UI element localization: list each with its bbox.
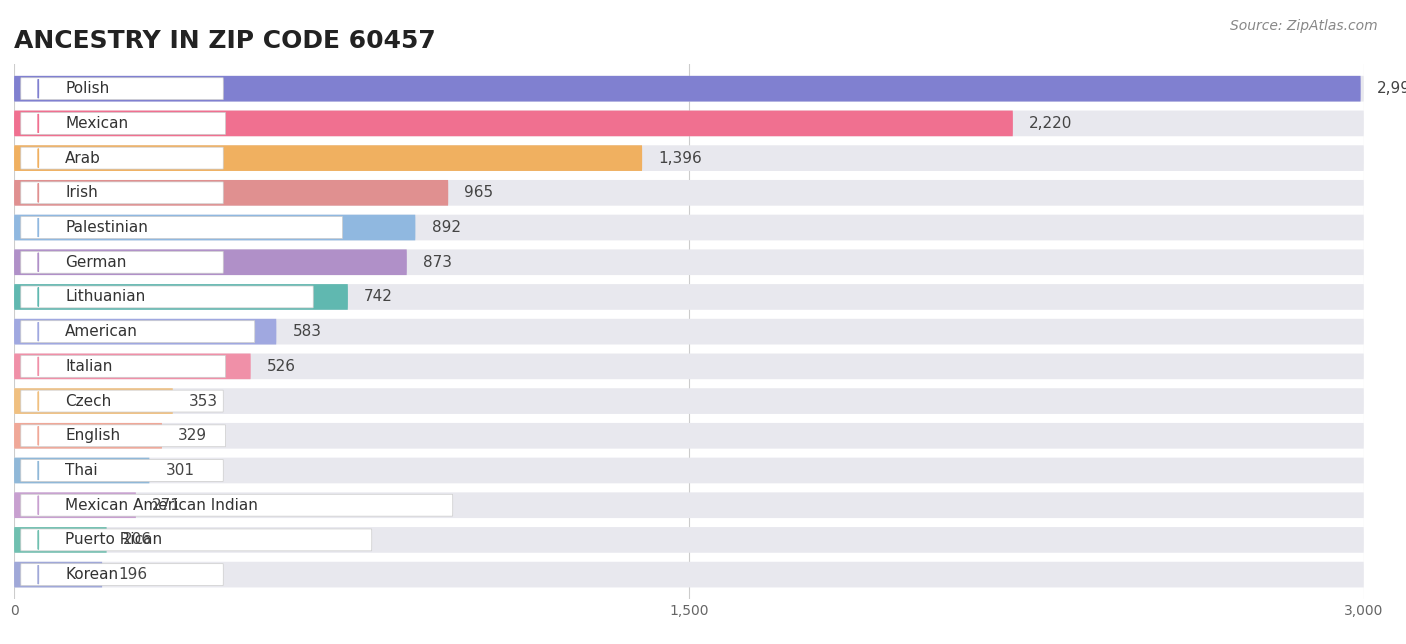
FancyBboxPatch shape (14, 388, 1364, 414)
FancyBboxPatch shape (14, 354, 250, 379)
Text: Polish: Polish (65, 81, 110, 96)
FancyBboxPatch shape (21, 78, 224, 100)
FancyBboxPatch shape (14, 111, 1364, 137)
FancyBboxPatch shape (14, 111, 1012, 137)
FancyBboxPatch shape (14, 423, 162, 449)
Text: German: German (65, 255, 127, 270)
Text: 892: 892 (432, 220, 461, 235)
Text: Korean: Korean (65, 567, 118, 582)
Text: 196: 196 (118, 567, 148, 582)
FancyBboxPatch shape (14, 527, 107, 553)
Text: 2,993: 2,993 (1376, 81, 1406, 96)
FancyBboxPatch shape (21, 529, 371, 551)
FancyBboxPatch shape (14, 214, 415, 240)
Text: 206: 206 (122, 533, 152, 547)
FancyBboxPatch shape (21, 251, 224, 273)
Text: 1,396: 1,396 (658, 151, 702, 166)
FancyBboxPatch shape (21, 216, 343, 238)
FancyBboxPatch shape (14, 180, 1364, 205)
Text: 301: 301 (166, 463, 194, 478)
FancyBboxPatch shape (14, 493, 1364, 518)
Text: Mexican American Indian: Mexican American Indian (65, 498, 259, 513)
Text: 742: 742 (364, 289, 392, 305)
FancyBboxPatch shape (14, 423, 1364, 449)
Text: Czech: Czech (65, 393, 111, 408)
FancyBboxPatch shape (14, 319, 277, 345)
FancyBboxPatch shape (14, 354, 1364, 379)
FancyBboxPatch shape (21, 113, 225, 135)
Text: 329: 329 (179, 428, 208, 443)
FancyBboxPatch shape (21, 355, 225, 377)
FancyBboxPatch shape (21, 182, 224, 204)
FancyBboxPatch shape (14, 562, 103, 587)
FancyBboxPatch shape (14, 76, 1361, 102)
Text: Italian: Italian (65, 359, 112, 374)
FancyBboxPatch shape (14, 76, 1364, 102)
FancyBboxPatch shape (14, 146, 1364, 171)
FancyBboxPatch shape (21, 425, 225, 447)
FancyBboxPatch shape (21, 286, 314, 308)
FancyBboxPatch shape (21, 147, 224, 169)
Text: Arab: Arab (65, 151, 101, 166)
FancyBboxPatch shape (14, 562, 1364, 587)
Text: Thai: Thai (65, 463, 98, 478)
Text: Lithuanian: Lithuanian (65, 289, 146, 305)
FancyBboxPatch shape (14, 527, 1364, 553)
FancyBboxPatch shape (21, 564, 224, 585)
FancyBboxPatch shape (14, 493, 136, 518)
FancyBboxPatch shape (14, 388, 173, 414)
Text: 965: 965 (464, 185, 494, 200)
FancyBboxPatch shape (14, 146, 643, 171)
FancyBboxPatch shape (14, 458, 149, 484)
FancyBboxPatch shape (14, 458, 1364, 484)
Text: 583: 583 (292, 324, 322, 339)
Text: 2,220: 2,220 (1029, 116, 1073, 131)
FancyBboxPatch shape (14, 249, 406, 275)
Text: 353: 353 (188, 393, 218, 408)
Text: Source: ZipAtlas.com: Source: ZipAtlas.com (1230, 19, 1378, 33)
Text: Palestinian: Palestinian (65, 220, 148, 235)
Text: Puerto Rican: Puerto Rican (65, 533, 163, 547)
Text: American: American (65, 324, 138, 339)
FancyBboxPatch shape (14, 319, 1364, 345)
FancyBboxPatch shape (21, 495, 453, 516)
FancyBboxPatch shape (14, 214, 1364, 240)
Text: 873: 873 (423, 255, 453, 270)
FancyBboxPatch shape (14, 180, 449, 205)
FancyBboxPatch shape (14, 249, 1364, 275)
FancyBboxPatch shape (14, 284, 347, 310)
FancyBboxPatch shape (21, 321, 254, 343)
Text: English: English (65, 428, 121, 443)
Text: Mexican: Mexican (65, 116, 128, 131)
Text: Irish: Irish (65, 185, 98, 200)
FancyBboxPatch shape (14, 284, 1364, 310)
Text: ANCESTRY IN ZIP CODE 60457: ANCESTRY IN ZIP CODE 60457 (14, 29, 436, 53)
Text: 271: 271 (152, 498, 181, 513)
FancyBboxPatch shape (21, 460, 224, 482)
Text: 526: 526 (267, 359, 295, 374)
FancyBboxPatch shape (21, 390, 224, 412)
